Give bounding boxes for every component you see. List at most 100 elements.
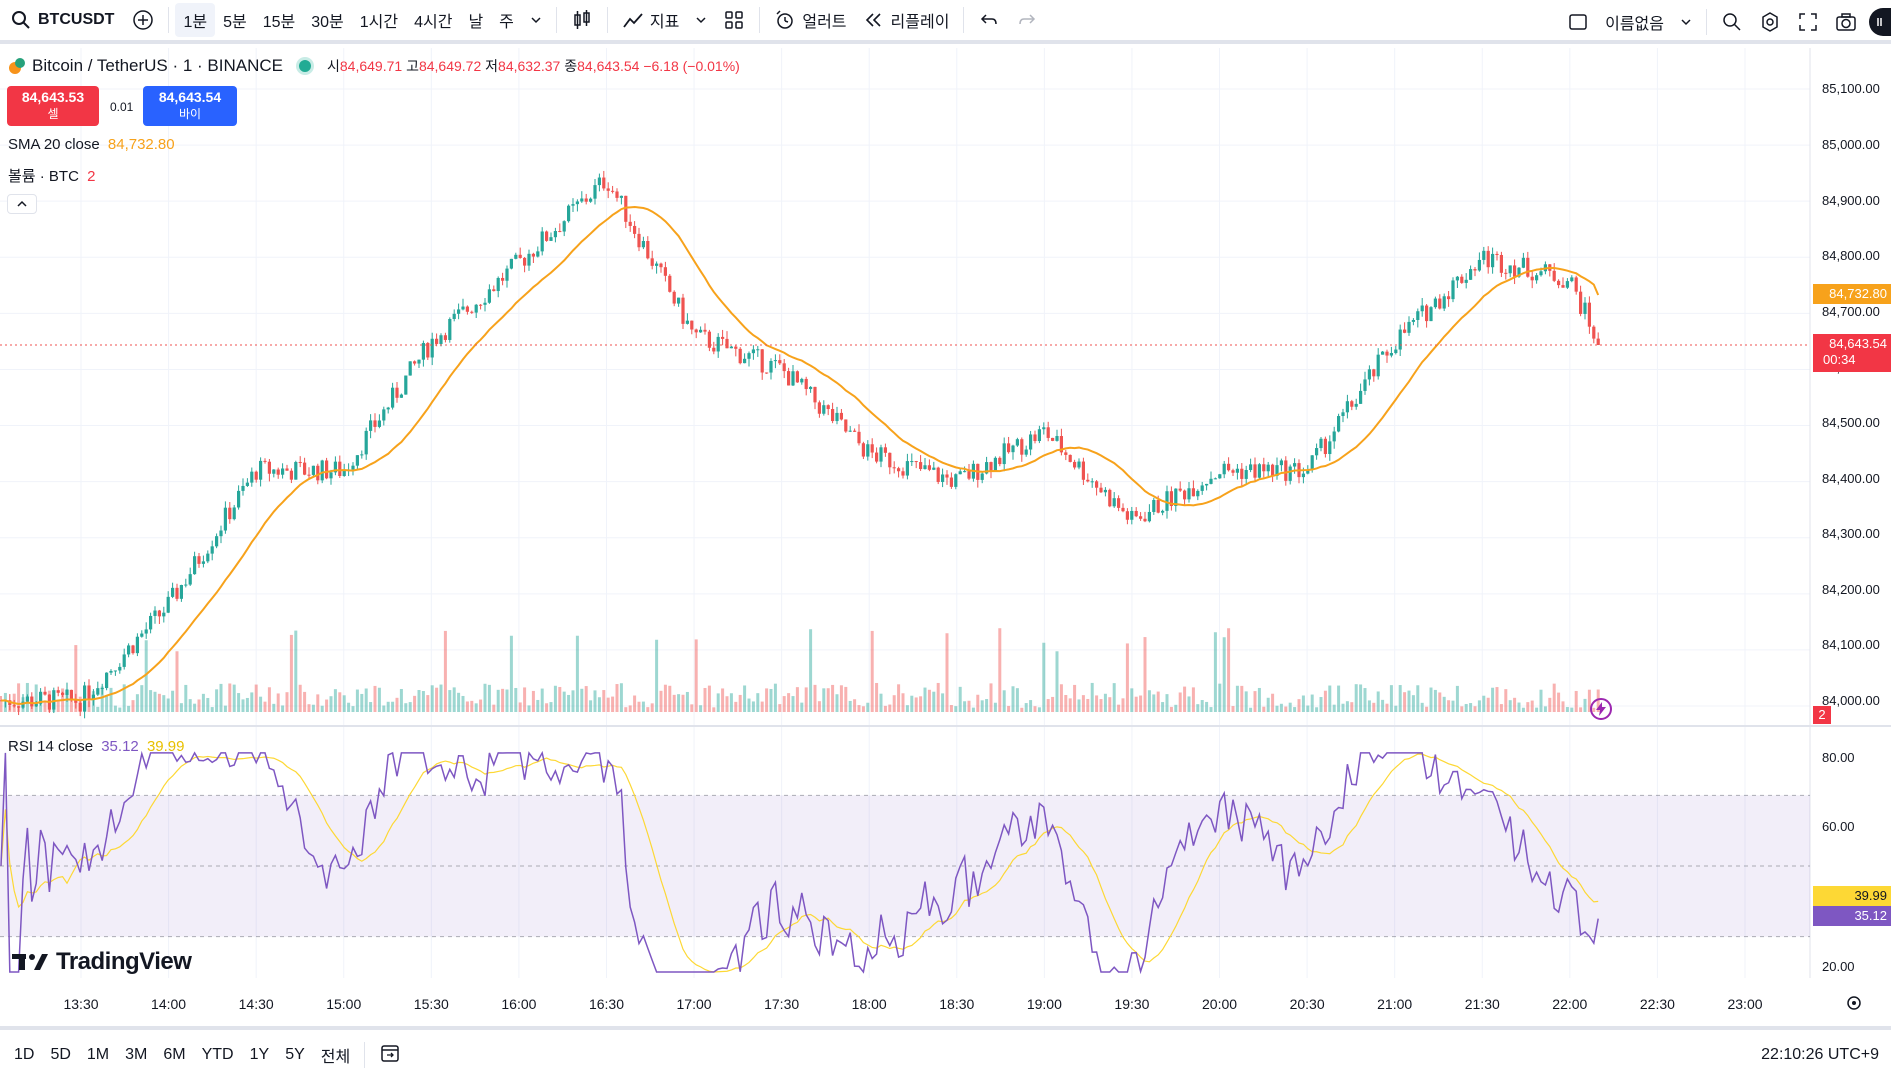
symbol-search[interactable]: BTCUSDT	[0, 9, 124, 31]
candle-body	[1178, 488, 1182, 491]
candle-body	[879, 447, 883, 462]
volume-bar	[1389, 685, 1393, 712]
axis-settings-button[interactable]	[1844, 993, 1864, 1018]
candle-body	[162, 612, 166, 617]
volume-bar	[1407, 690, 1411, 712]
clock[interactable]: 22:10:26 UTC+9	[1761, 1046, 1879, 1063]
sma-legend[interactable]: SMA 20 close 84,732.80	[8, 136, 175, 153]
volume-bar	[421, 691, 425, 712]
range-ytd[interactable]: YTD	[201, 1046, 234, 1063]
volume-bar	[193, 703, 197, 712]
volume-bar	[316, 694, 320, 712]
interval-4h[interactable]: 4시간	[414, 14, 453, 31]
publish-button[interactable]	[1869, 8, 1891, 36]
volume-bar	[1385, 703, 1389, 712]
volume-bar	[655, 639, 659, 712]
volume-bar	[549, 702, 553, 712]
settings-button[interactable]	[1751, 5, 1789, 39]
range-1y[interactable]: 1Y	[249, 1046, 270, 1063]
redo-button[interactable]	[1008, 3, 1046, 37]
candle-body	[1209, 478, 1213, 484]
candle-body	[1565, 281, 1569, 288]
candle-body	[778, 360, 782, 364]
chevron-down-icon	[1681, 19, 1691, 26]
candle-body	[320, 460, 324, 481]
candle-body	[1495, 253, 1499, 255]
interval-week[interactable]: 주	[499, 14, 514, 31]
candle-body	[743, 358, 747, 364]
indicators-dropdown[interactable]	[687, 3, 715, 37]
alert-button[interactable]: 얼러트	[766, 3, 854, 37]
range-1d[interactable]: 1D	[14, 1046, 35, 1063]
layout-toggle[interactable]	[1559, 5, 1597, 39]
volume-legend[interactable]: 볼륨 · BTC 2	[8, 165, 95, 186]
candle-body	[725, 338, 729, 349]
candle-body	[668, 275, 672, 292]
candle-body	[813, 386, 817, 403]
time-axis[interactable]: 13:30 14:00 14:30 15:00 15:30 16:00 16:30 17:00…	[0, 996, 1810, 1020]
fullscreen-button[interactable]	[1789, 5, 1827, 39]
candle-body	[844, 419, 848, 432]
range-1m[interactable]: 1M	[86, 1046, 110, 1063]
candle-body	[496, 277, 500, 292]
volume-bar	[391, 701, 395, 712]
range-5y[interactable]: 5Y	[285, 1046, 305, 1063]
volume-bar	[857, 705, 861, 712]
chart-area[interactable]: Bitcoin / TetherUS · 1 · BINANCE 시84,649…	[0, 48, 1891, 1012]
volume-bar	[1218, 683, 1222, 712]
indicators-button[interactable]: 지표	[614, 3, 687, 37]
time-axis-label: 15:30	[413, 996, 449, 1012]
goto-date-button[interactable]	[371, 1042, 409, 1069]
volume-lightning-button[interactable]	[1590, 698, 1612, 720]
interval-1m[interactable]: 1분	[175, 3, 216, 37]
range-all[interactable]: 전체	[320, 1049, 351, 1066]
interval-15m[interactable]: 15분	[262, 14, 296, 31]
collapse-legend-button[interactable]	[7, 194, 37, 214]
candle-body	[1103, 489, 1107, 493]
compare-button[interactable]	[124, 3, 162, 37]
interval-5m[interactable]: 5분	[223, 14, 247, 31]
candle-body	[1271, 464, 1275, 476]
candle-body	[602, 177, 606, 189]
range-6m[interactable]: 6M	[163, 1046, 186, 1063]
market-status-dot[interactable]	[299, 60, 311, 72]
tradingview-logo[interactable]: TradingView	[12, 948, 192, 976]
layout-dropdown[interactable]	[1672, 5, 1700, 39]
candle-body	[1416, 311, 1420, 320]
price-chart[interactable]	[0, 48, 1891, 978]
volume-bar	[936, 682, 940, 712]
volume-bar	[1482, 695, 1486, 712]
range-3m[interactable]: 3M	[125, 1046, 148, 1063]
range-5d[interactable]: 5D	[50, 1046, 71, 1063]
volume-bar	[69, 698, 73, 712]
sell-button[interactable]: 84,643.53 셀	[7, 86, 99, 126]
snapshot-button[interactable]	[1827, 5, 1865, 39]
interval-1h[interactable]: 1시간	[359, 14, 399, 31]
layout-name-button[interactable]: 이름없음	[1597, 5, 1672, 39]
templates-button[interactable]	[715, 3, 753, 37]
rsi-legend[interactable]: RSI 14 close 35.12 39.99	[8, 738, 184, 755]
quick-search-button[interactable]	[1713, 5, 1751, 39]
candle-body	[690, 320, 694, 330]
candle-body	[545, 231, 549, 241]
volume-bar	[1125, 643, 1129, 712]
candle-body	[12, 705, 16, 707]
replay-button[interactable]: 리플레이	[855, 3, 958, 37]
candle-body	[839, 412, 843, 420]
interval-dropdown[interactable]	[522, 3, 550, 37]
buy-button[interactable]: 84,643.54 바이	[143, 86, 237, 126]
undo-button[interactable]	[970, 3, 1008, 37]
volume-bar	[1249, 707, 1253, 712]
close-value: 84,643.54	[577, 58, 640, 74]
volume-bar	[413, 695, 417, 712]
chart-type-button[interactable]	[563, 3, 601, 37]
candle-body	[707, 331, 711, 348]
interval-day[interactable]: 날	[468, 14, 484, 31]
volume-bar	[1293, 707, 1297, 712]
candle-body	[1121, 507, 1125, 512]
volume-bar	[355, 689, 359, 712]
volume-bar	[496, 689, 500, 712]
volume-bar	[285, 692, 289, 712]
volume-bar	[140, 685, 144, 712]
interval-30m[interactable]: 30분	[311, 14, 344, 31]
